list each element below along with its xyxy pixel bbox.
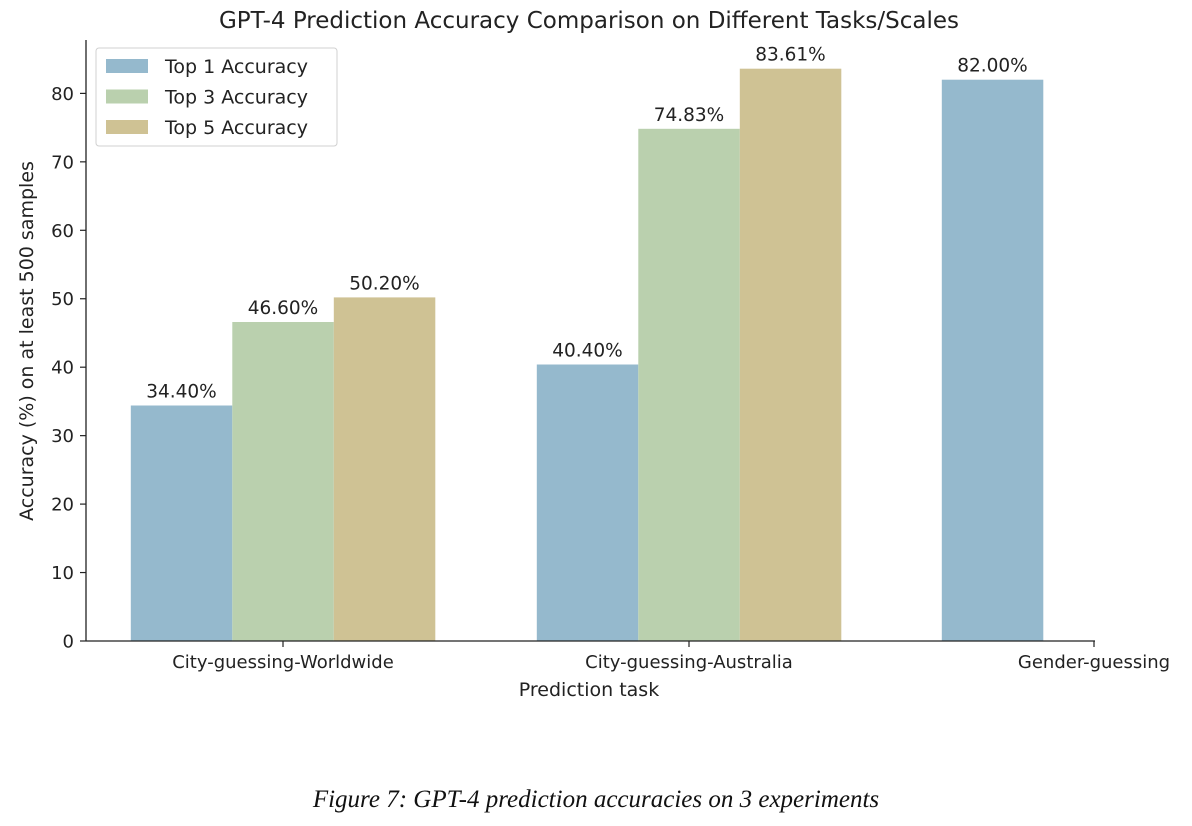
legend-swatch (106, 59, 148, 73)
y-tick-label: 70 (51, 152, 74, 173)
x-ticks-layer: City-guessing-Worldwide City-guessing-Aus… (172, 641, 1170, 673)
y-ticks-layer: 0 10 20 30 40 50 60 70 80 (51, 84, 86, 653)
bar-value-label: 82.00% (957, 56, 1028, 77)
chart-title: GPT-4 Prediction Accuracy Comparison on … (219, 8, 959, 34)
legend-label: Top 1 Accuracy (164, 56, 308, 78)
bar-1-3 (941, 79, 1044, 641)
x-tick-label: Gender-guessing (1018, 652, 1170, 673)
bar-value-label: 74.83% (654, 105, 725, 126)
axes-layer (85, 40, 1095, 642)
bar-1-2 (536, 364, 639, 641)
x-axis-label: Prediction task (519, 679, 659, 701)
y-tick-label: 10 (51, 563, 74, 584)
bars-layer (130, 68, 1044, 642)
bar-3-2 (739, 68, 842, 641)
bar-3-1 (333, 297, 436, 641)
y-tick-label: 0 (63, 632, 74, 653)
y-tick-label: 30 (51, 426, 74, 447)
bar-value-label: 46.60% (248, 298, 319, 319)
y-tick-label: 50 (51, 289, 74, 310)
bar-value-label: 40.40% (552, 341, 623, 362)
legend-label: Top 3 Accuracy (164, 87, 308, 109)
legend-frame (95, 47, 338, 147)
legend-swatch (106, 120, 148, 134)
bar-value-label: 50.20% (349, 273, 420, 294)
y-axis-label: Accuracy (%) on at least 500 samples (16, 161, 38, 521)
y-tick-label: 20 (51, 495, 74, 516)
bar-chart: GPT-4 Prediction Accuracy Comparison on … (16, 8, 1170, 701)
figure-caption: Figure 7: GPT-4 prediction accuracies on… (312, 786, 880, 813)
x-tick-label: City-guessing-Worldwide (172, 652, 394, 673)
bar-2-1 (232, 322, 334, 641)
bar-2-2 (638, 128, 740, 642)
y-tick-label: 40 (51, 358, 74, 379)
bar-1-1 (130, 405, 233, 641)
legend-swatch (106, 89, 148, 104)
y-tick-label: 80 (51, 84, 74, 105)
legend: Top 1 Accuracy Top 3 Accuracy Top 5 Accura… (95, 47, 338, 147)
bar-value-label: 83.61% (755, 45, 826, 66)
bar-labels-layer: 34.40% 40.40% 82.00% 46.60% 74.83% 50.20% 83.6… (146, 45, 1028, 403)
legend-label: Top 5 Accuracy (164, 117, 308, 139)
x-tick-label: City-guessing-Australia (585, 652, 793, 673)
bar-value-label: 34.40% (146, 382, 217, 403)
y-tick-label: 60 (51, 221, 74, 242)
